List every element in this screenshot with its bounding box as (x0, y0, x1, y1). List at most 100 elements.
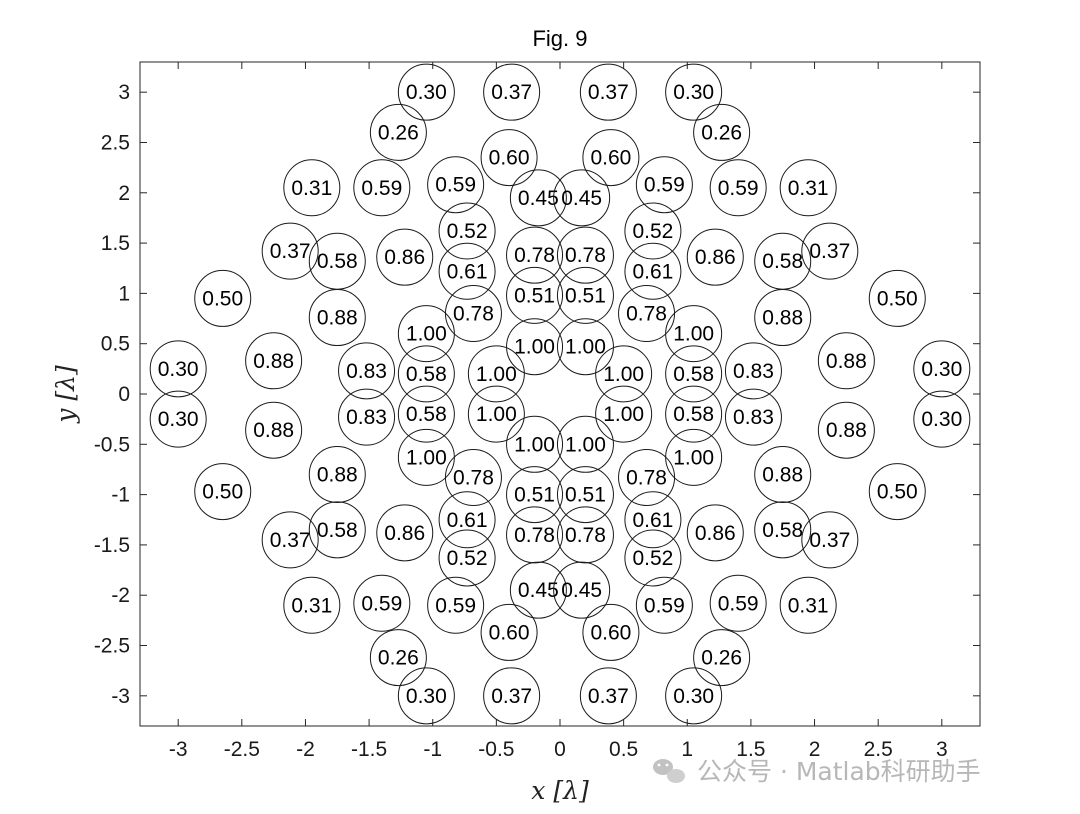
circle-marker (665, 63, 723, 121)
y-axis-label: y [λ] (51, 365, 80, 424)
circle-marker (801, 222, 859, 280)
circle-marker (283, 159, 341, 217)
circle-value-label: 0.58 (406, 363, 447, 386)
circle-value-label: 0.88 (317, 463, 358, 486)
circle-value-label: 0.26 (378, 647, 419, 670)
x-tick-label: -0.5 (478, 738, 514, 761)
circle-marker (754, 501, 812, 559)
circle-marker (397, 667, 455, 725)
circle-value-label: 0.59 (644, 594, 685, 617)
circle-value-label: 0.37 (270, 529, 311, 552)
y-tick-label: 3 (118, 81, 130, 104)
circle-marker (506, 466, 564, 524)
circle-value-label: 1.00 (406, 446, 447, 469)
circle-marker (149, 390, 207, 448)
circle-value-label: 0.30 (921, 408, 962, 431)
circle-marker (509, 561, 567, 619)
circle-value-label: 0.31 (291, 177, 332, 200)
circle-marker (595, 385, 653, 443)
circle-marker (686, 504, 744, 562)
y-tick-label: 1 (118, 282, 130, 305)
circle-marker (665, 305, 723, 363)
circle-value-label: 1.00 (514, 336, 555, 359)
circle-value-label: 0.83 (346, 360, 387, 383)
circle-value-label: 0.31 (788, 594, 829, 617)
circle-marker (624, 202, 682, 260)
circle-value-label: 0.37 (491, 685, 532, 708)
circle-marker (579, 63, 637, 121)
circle-value-label: 0.31 (788, 177, 829, 200)
circle-value-label: 1.00 (603, 363, 644, 386)
y-tick-label: 0.5 (101, 333, 130, 356)
circle-marker (724, 342, 782, 400)
circle-value-label: 0.52 (447, 547, 488, 570)
circle-marker (308, 289, 366, 347)
y-tick-label: -3 (111, 685, 130, 708)
circle-marker (579, 667, 637, 725)
axis-ticks: -3 -2.5 -2 -1.5 -1 -0.5 0 0.5 1 1.5 2 2.5 332.521.51… (94, 62, 980, 761)
circle-value-label: 0.78 (514, 524, 555, 547)
circle-value-label: 0.61 (447, 509, 488, 532)
y-tick-label: -1 (111, 484, 130, 507)
circle-marker (438, 529, 496, 587)
circle-marker (438, 242, 496, 300)
y-tick-label: -2 (111, 584, 130, 607)
x-tick-label: 0.5 (609, 738, 638, 761)
circle-marker (913, 390, 971, 448)
circle-value-label: 0.58 (762, 250, 803, 273)
circle-marker (397, 345, 455, 403)
y-tick-label: 1.5 (101, 232, 130, 255)
circle-value-label: 0.30 (406, 81, 447, 104)
circle-marker (868, 463, 926, 521)
circle-marker (556, 226, 614, 284)
circle-marker (369, 629, 427, 687)
circle-value-label: 0.52 (447, 220, 488, 243)
circle-marker (624, 242, 682, 300)
circle-value-label: 0.31 (291, 594, 332, 617)
circle-marker (709, 574, 767, 632)
circle-value-label: 0.51 (514, 284, 555, 307)
circle-value-label: 0.58 (406, 403, 447, 426)
circle-marker (665, 345, 723, 403)
circle-marker (438, 491, 496, 549)
circle-marker (245, 332, 303, 390)
x-tick-label: -1.5 (351, 738, 387, 761)
circle-value-label: 0.45 (518, 187, 559, 210)
circle-value-label: 0.86 (695, 246, 736, 269)
circle-marker (635, 576, 693, 634)
x-tick-label: -2.5 (224, 738, 260, 761)
circle-value-label: 0.86 (384, 246, 425, 269)
circle-value-label: 1.00 (514, 433, 555, 456)
circle-marker (483, 63, 541, 121)
circle-marker (444, 449, 502, 507)
circle-marker (480, 129, 538, 187)
circle-value-label: 0.59 (435, 174, 476, 197)
circle-value-label: 0.78 (453, 467, 494, 490)
watermark-text: 公众号 · Matlab科研助手 (697, 757, 981, 786)
circle-marker (397, 305, 455, 363)
x-axis-label: x [λ] (531, 776, 589, 805)
circle-value-label: 1.00 (476, 363, 517, 386)
circle-marker (817, 401, 875, 459)
circle-marker (194, 269, 252, 327)
circle-value-label: 0.58 (762, 519, 803, 542)
circle-value-label: 0.58 (673, 403, 714, 426)
circle-value-label: 1.00 (406, 323, 447, 346)
circle-marker (556, 466, 614, 524)
circle-value-label: 0.30 (673, 81, 714, 104)
circle-value-label: 0.61 (447, 260, 488, 283)
circle-value-label: 0.37 (270, 240, 311, 263)
circle-value-label: 0.37 (491, 81, 532, 104)
circle-value-label: 0.59 (718, 177, 759, 200)
circle-marker (308, 445, 366, 503)
circle-marker (553, 561, 611, 619)
circle-marker (779, 576, 837, 634)
circle-value-label: 1.00 (476, 403, 517, 426)
circle-marker (686, 228, 744, 286)
circle-value-label: 0.30 (158, 358, 199, 381)
circle-value-label: 0.78 (453, 303, 494, 326)
circle-marker (483, 667, 541, 725)
circle-value-label: 0.59 (361, 592, 402, 615)
circle-value-label: 0.51 (565, 284, 606, 307)
circle-value-label: 0.45 (561, 187, 602, 210)
